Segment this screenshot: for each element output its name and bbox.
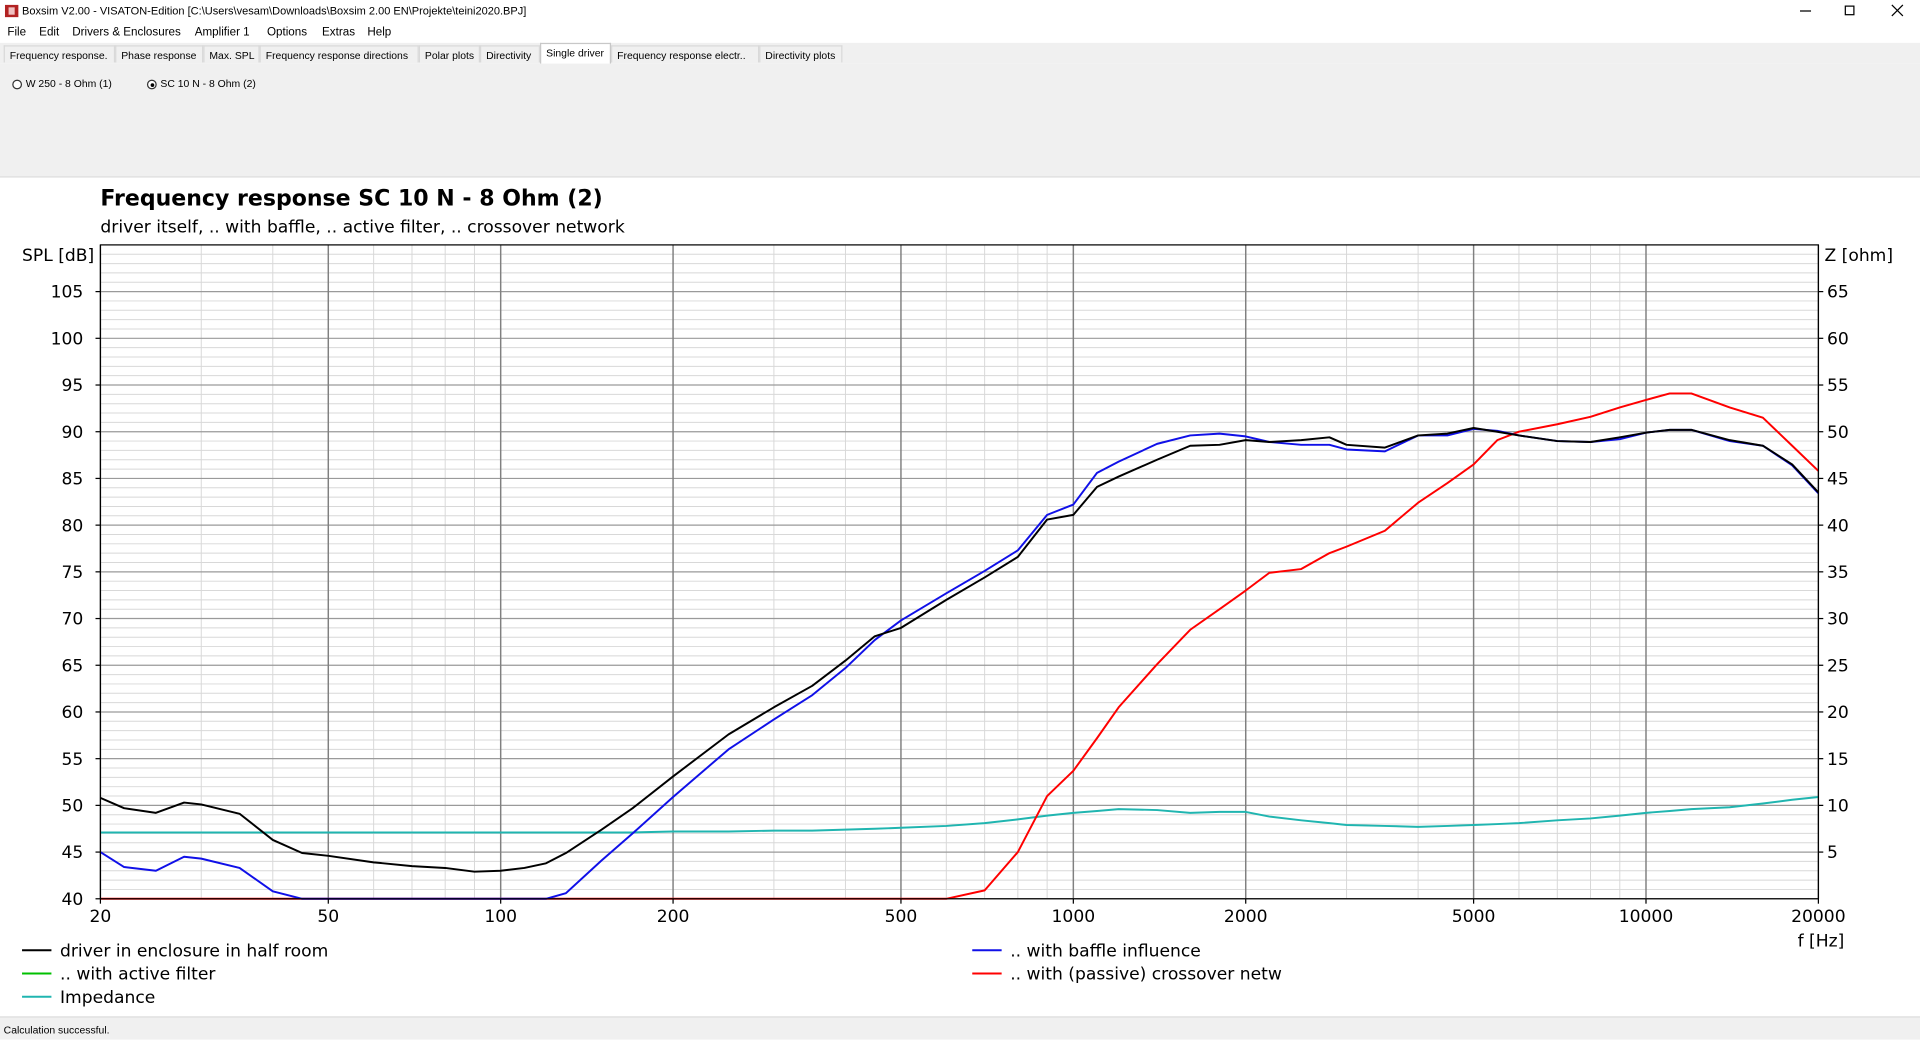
x-tick-label: 100 <box>484 907 517 927</box>
x-tick-label: 200 <box>657 907 690 927</box>
legend: driver in enclosure in half room .. with … <box>22 941 1282 1008</box>
x-tick-label: 50 <box>317 907 339 927</box>
legend-label: .. with active filter <box>60 965 216 985</box>
y2-tick-label: 5 <box>1827 843 1838 863</box>
tab[interactable]: Phase response <box>115 45 204 63</box>
legend-label: .. with baffle influence <box>1010 941 1201 961</box>
y2-tick-label: 10 <box>1827 796 1849 816</box>
tab[interactable]: Frequency response directions <box>259 45 419 63</box>
menu-item[interactable]: File <box>7 25 27 40</box>
menu-item[interactable]: Amplifier 1 <box>194 25 250 40</box>
y-tick-label: 90 <box>61 423 83 443</box>
y-axis-label: SPL [dB] <box>22 246 94 266</box>
x-tick-label: 1000 <box>1052 907 1096 927</box>
legend-label: .. with (passive) crossover netw <box>1010 965 1282 985</box>
y2-tick-label: 50 <box>1827 423 1849 443</box>
y2-tick-label: 65 <box>1827 283 1849 303</box>
close-button-x[interactable] <box>1891 4 1904 17</box>
y2-tick-label: 30 <box>1827 610 1849 630</box>
y-tick-label: 45 <box>61 843 83 863</box>
status-bar: Calculation successful. <box>0 1016 1920 1040</box>
chart-title: Frequency response SC 10 N - 8 Ohm (2) <box>100 187 602 212</box>
y-tick-label: 105 <box>51 283 84 303</box>
title-bar: Boxsim V2.00 - VISATON-Edition [C:\Users… <box>0 0 1920 23</box>
x-tick-label: 5000 <box>1452 907 1496 927</box>
tab[interactable]: Frequency response. <box>3 45 116 63</box>
menu-item[interactable]: Extras <box>322 25 356 40</box>
y2-tick-label: 20 <box>1827 703 1849 723</box>
x-tick-label: 2000 <box>1224 907 1268 927</box>
app-icon <box>4 4 19 18</box>
y2-tick-label: 25 <box>1827 656 1849 676</box>
radio-button[interactable] <box>12 79 23 90</box>
y2-tick-label: 55 <box>1827 376 1849 396</box>
grid <box>99 244 1820 900</box>
tab[interactable]: Single driver <box>540 42 612 64</box>
radio-label[interactable]: W 250 - 8 Ohm (1) <box>25 77 112 90</box>
y-tick-label: 50 <box>61 796 83 816</box>
y-tick-label: 95 <box>61 376 83 396</box>
radio-label[interactable]: SC 10 N - 8 Ohm (2) <box>160 77 256 90</box>
x-tick-label: 10000 <box>1619 907 1673 927</box>
y-tick-label: 65 <box>61 656 83 676</box>
menu-item[interactable]: Edit <box>39 25 60 40</box>
y2-axis-label: Z [ohm] <box>1825 246 1894 266</box>
y-tick-label: 85 <box>61 470 83 490</box>
chart-background <box>0 177 1920 1016</box>
y-tick-label: 55 <box>61 750 83 770</box>
y-tick-label: 80 <box>61 516 83 536</box>
window-title: Boxsim V2.00 - VISATON-Edition [C:\Users… <box>22 4 527 18</box>
x-tick-label: 500 <box>885 907 918 927</box>
window-controls <box>1800 4 1904 17</box>
driver-radio[interactable]: SC 10 N - 8 Ohm (2) <box>146 77 256 90</box>
y-tick-label: 40 <box>61 890 83 910</box>
legend-label: driver in enclosure in half room <box>60 941 328 961</box>
legend-label: Impedance <box>60 988 155 1008</box>
tab[interactable]: Polar plots <box>418 45 481 63</box>
y-tick-label: 70 <box>61 610 83 630</box>
menu-item[interactable]: Options <box>266 25 308 40</box>
status-text: Calculation successful. <box>3 1023 110 1036</box>
y2-tick-label: 40 <box>1827 516 1849 536</box>
chart-subtitle: driver itself, .. with baffle, .. active… <box>100 218 624 238</box>
y-tick-label: 75 <box>61 563 83 583</box>
radio-button[interactable] <box>146 79 157 90</box>
driver-panel: W 250 - 8 Ohm (1) SC 10 N - 8 Ohm (2) <box>0 63 1920 178</box>
series-line <box>100 427 1820 873</box>
menu-bar: File Edit Drivers & Enclosures Amplifier 1 O… <box>0 22 1920 43</box>
tab-bar: Frequency response. Phase response Max. SP… <box>0 42 1920 64</box>
tab[interactable]: Max. SPL <box>203 45 260 63</box>
x-tick-label: 20 <box>90 907 112 927</box>
tab[interactable]: Frequency response electr.. <box>611 45 760 63</box>
menu-item[interactable]: Drivers & Enclosures <box>72 25 181 40</box>
tab[interactable]: Directivity plots <box>759 45 843 63</box>
y2-tick-label: 45 <box>1827 470 1849 490</box>
series-line <box>100 795 1819 834</box>
y-tick-label: 60 <box>61 703 83 723</box>
driver-radio[interactable]: W 250 - 8 Ohm (1) <box>12 77 112 90</box>
axis-labels: 40 45 50 55 60 65 70 75 80 85 90 95 100 105 5 10 15 20 25 3… <box>51 283 1849 927</box>
tab[interactable]: Directivity <box>480 45 541 63</box>
y2-tick-label: 60 <box>1827 329 1849 349</box>
restore-button[interactable] <box>1844 5 1855 16</box>
y-tick-label: 100 <box>51 329 84 349</box>
x-tick-label: 20000 <box>1791 907 1845 927</box>
x-axis-label: f [Hz] <box>1798 932 1845 952</box>
y2-tick-label: 35 <box>1827 563 1849 583</box>
menu-item[interactable]: Help <box>367 25 392 40</box>
y2-tick-label: 15 <box>1827 750 1849 770</box>
